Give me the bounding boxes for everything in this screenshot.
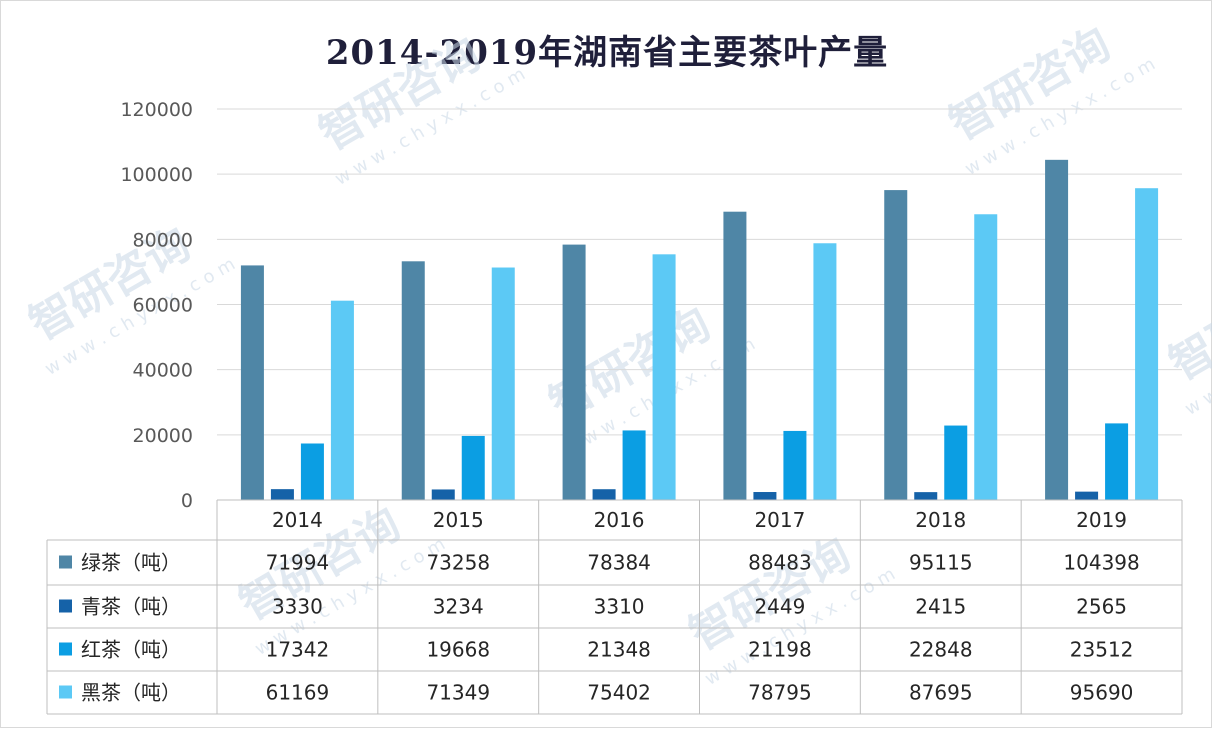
data-label: 21348 bbox=[587, 638, 651, 662]
data-label: 87695 bbox=[909, 681, 973, 705]
legend-swatch bbox=[59, 685, 72, 699]
y-tick-label: 60000 bbox=[133, 295, 193, 317]
gridlines bbox=[217, 108, 1182, 436]
bars bbox=[240, 159, 1159, 501]
bar bbox=[652, 254, 676, 500]
data-label: 71349 bbox=[426, 681, 490, 705]
y-tick-label: 80000 bbox=[133, 229, 193, 251]
bar bbox=[270, 489, 294, 500]
bar bbox=[1075, 491, 1099, 500]
bar bbox=[944, 425, 968, 500]
legend-swatch bbox=[59, 555, 72, 569]
legend-entry: 黑茶（吨） bbox=[81, 681, 181, 705]
bar bbox=[431, 489, 455, 500]
data-label: 73258 bbox=[426, 551, 490, 575]
bar bbox=[1105, 423, 1129, 500]
data-label: 21198 bbox=[748, 638, 812, 662]
x-tick-label: 2018 bbox=[915, 508, 966, 532]
data-label: 3310 bbox=[594, 595, 645, 619]
data-table: 2014 2015 2016 2017 2018 2019 绿茶（吨） 71994 73258 7… bbox=[46, 499, 1183, 715]
x-tick-label: 2016 bbox=[594, 508, 645, 532]
data-label: 104398 bbox=[1063, 551, 1139, 575]
data-label: 22848 bbox=[909, 638, 973, 662]
data-label: 71994 bbox=[266, 551, 330, 575]
x-tick-label: 2014 bbox=[272, 508, 323, 532]
data-label: 61169 bbox=[266, 681, 330, 705]
legend-swatch bbox=[59, 599, 72, 613]
bar bbox=[491, 267, 515, 500]
bar bbox=[1045, 159, 1069, 500]
data-label: 95690 bbox=[1070, 681, 1134, 705]
legend-swatch bbox=[59, 642, 72, 656]
bar bbox=[461, 435, 485, 500]
data-label: 2565 bbox=[1076, 595, 1127, 619]
legend-entry: 红茶（吨） bbox=[81, 638, 181, 662]
data-label: 3330 bbox=[272, 595, 323, 619]
bar bbox=[813, 243, 837, 500]
bar bbox=[562, 244, 586, 500]
bar bbox=[914, 492, 938, 500]
data-label: 75402 bbox=[587, 681, 651, 705]
y-tick-label: 120000 bbox=[120, 99, 193, 121]
bar bbox=[753, 492, 777, 500]
data-label: 2449 bbox=[754, 595, 805, 619]
data-label: 23512 bbox=[1070, 638, 1134, 662]
data-label: 95115 bbox=[909, 551, 973, 575]
bar bbox=[330, 300, 354, 500]
data-label: 78795 bbox=[748, 681, 812, 705]
bar bbox=[240, 265, 264, 500]
data-label: 88483 bbox=[748, 551, 812, 575]
y-axis-ticks: 0 20000 40000 60000 80000 100000 120000 bbox=[120, 99, 193, 512]
data-label: 2415 bbox=[915, 595, 966, 619]
bar bbox=[884, 190, 908, 500]
bar bbox=[1135, 188, 1159, 500]
x-tick-label: 2019 bbox=[1076, 508, 1127, 532]
y-tick-label: 40000 bbox=[133, 360, 193, 382]
x-tick-label: 2015 bbox=[433, 508, 484, 532]
data-label: 17342 bbox=[266, 638, 330, 662]
bar bbox=[723, 211, 747, 501]
bar bbox=[401, 261, 425, 500]
bar bbox=[622, 430, 646, 500]
legend-entry: 青茶（吨） bbox=[81, 595, 181, 619]
bar bbox=[592, 489, 616, 500]
y-tick-label: 0 bbox=[181, 490, 193, 512]
bar bbox=[300, 443, 324, 500]
y-tick-label: 100000 bbox=[120, 164, 193, 186]
data-label: 19668 bbox=[426, 638, 490, 662]
watermark-brand: 智研咨询 bbox=[1161, 258, 1212, 390]
y-tick-label: 20000 bbox=[133, 425, 193, 447]
chart-title: 2014-2019年湖南省主要茶叶产量 bbox=[325, 33, 889, 73]
data-label: 3234 bbox=[433, 595, 484, 619]
x-tick-label: 2017 bbox=[754, 508, 805, 532]
data-label: 78384 bbox=[587, 551, 651, 575]
legend-entry: 绿茶（吨） bbox=[81, 551, 181, 575]
bar bbox=[783, 430, 807, 500]
bar bbox=[974, 214, 998, 501]
